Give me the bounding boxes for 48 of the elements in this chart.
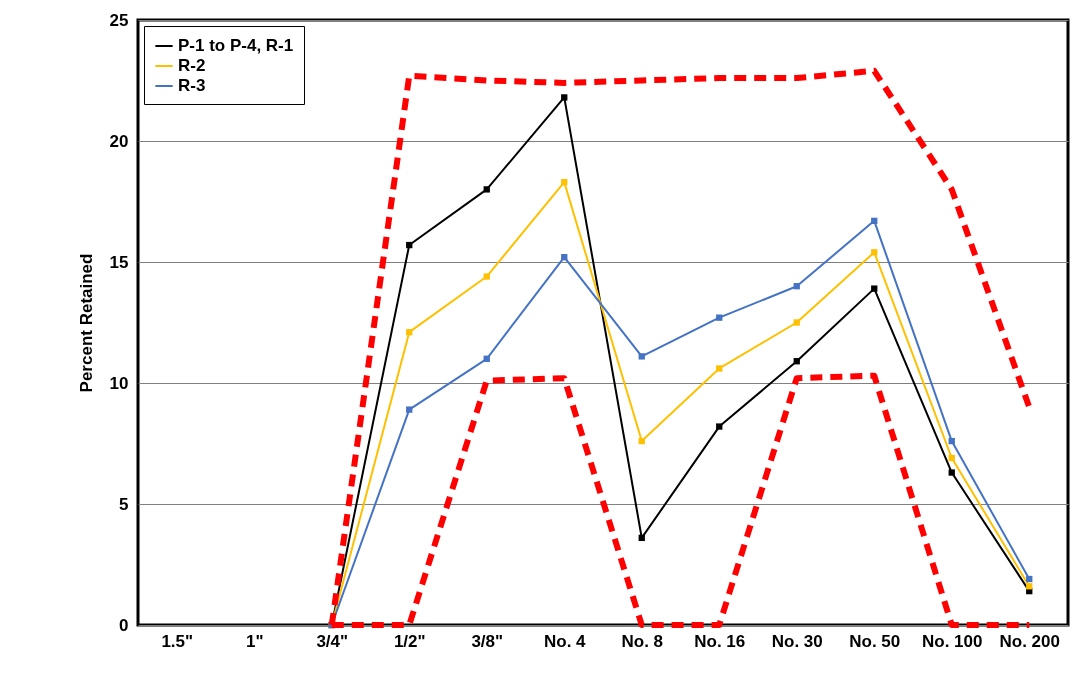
point [793, 283, 800, 290]
point [871, 249, 878, 256]
x-tick-label: 1" [245, 631, 264, 651]
point [871, 217, 878, 225]
x-tick-label: 3/4" [316, 631, 349, 651]
x-tick-label: No. 16 [694, 631, 746, 651]
point [483, 186, 490, 193]
point [561, 254, 568, 261]
x-tick-label: 1/2" [393, 631, 426, 651]
point [638, 353, 645, 360]
point [716, 423, 723, 430]
point [483, 355, 490, 362]
y-tick-label: 20 [109, 131, 129, 151]
legend-label: P-1 to P-4, R-1 [178, 36, 294, 55]
point [406, 329, 413, 336]
point [793, 358, 800, 365]
point [638, 534, 645, 542]
x-tick-label: No. 200 [999, 631, 1060, 651]
y-tick-label: 5 [119, 494, 129, 514]
point [948, 454, 955, 462]
y-tick-label: 10 [109, 373, 129, 393]
point [793, 319, 800, 326]
x-tick-label: No. 100 [922, 631, 983, 651]
point [561, 178, 568, 186]
point [1026, 575, 1033, 583]
point [406, 406, 413, 413]
x-tick-label: 1.5" [161, 631, 194, 651]
x-tick-label: No. 50 [849, 631, 901, 651]
point [638, 437, 645, 445]
point [948, 469, 955, 476]
legend-label: R-3 [178, 76, 206, 95]
x-tick-label: No. 8 [621, 631, 664, 651]
point [1026, 583, 1033, 590]
x-tick-label: 3/8" [471, 631, 504, 651]
legend-label: R-2 [178, 56, 206, 75]
point [948, 437, 955, 445]
point [716, 365, 723, 372]
point [406, 241, 413, 249]
point [716, 314, 723, 321]
y-tick-label: 0 [119, 615, 129, 635]
point [871, 285, 878, 292]
x-tick-label: No. 4 [543, 631, 587, 651]
x-tick-label: No. 30 [771, 631, 823, 651]
y-tick-label: 25 [109, 10, 129, 30]
y-tick-label: 15 [109, 252, 129, 272]
y-axis-title: Percent Retained [76, 253, 96, 393]
point [561, 94, 568, 101]
point [483, 273, 490, 280]
